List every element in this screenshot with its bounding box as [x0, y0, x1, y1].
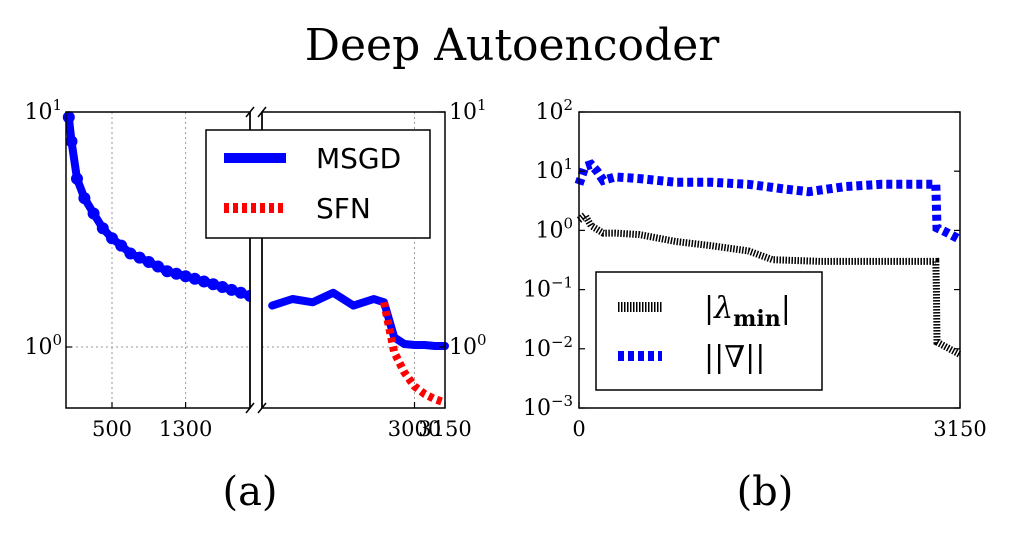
- data-point: [65, 135, 78, 148]
- data-point: [234, 286, 247, 299]
- legend-label-msgd: MSGD: [316, 142, 401, 175]
- data-point: [106, 232, 118, 245]
- y-tick-label: 10−1: [523, 274, 573, 303]
- y-tick-label: 101: [535, 155, 573, 184]
- y-tick-label: 100: [449, 331, 487, 360]
- data-point: [225, 283, 238, 296]
- x-tick-label: 3000: [388, 417, 441, 441]
- series-msgd-line: [268, 288, 449, 350]
- data-point: [115, 239, 128, 252]
- figure-title: Deep Autoencoder: [305, 20, 721, 71]
- series-layer: [62, 111, 449, 407]
- y-tick-label: 101: [24, 96, 62, 125]
- data-point: [142, 256, 155, 268]
- y-tick-label: 101: [449, 96, 487, 125]
- axes-frame: [578, 111, 961, 409]
- data-point: [62, 111, 75, 124]
- data-point: [87, 207, 100, 220]
- data-point: [133, 251, 146, 264]
- panel-b-label: (b): [737, 469, 794, 515]
- axes-frame-rect: [578, 111, 961, 409]
- legend-label-grad-norm: ||∇||: [704, 340, 765, 375]
- y-tick-label: 100: [24, 331, 62, 360]
- x-tick-label: 3150: [418, 417, 471, 441]
- y-tick-label: 10−3: [523, 392, 573, 421]
- data-point: [179, 270, 192, 283]
- panel-a-label: (a): [222, 469, 277, 515]
- y-tick-label: 10−2: [523, 333, 573, 362]
- y-tick-label: 100: [535, 214, 573, 243]
- legend: MSGD SFN: [205, 129, 431, 239]
- x-tick-label: 3150: [933, 417, 986, 441]
- series-sfn-line: [380, 301, 447, 407]
- x-tick-label: 500: [92, 417, 132, 441]
- data-point: [78, 192, 91, 205]
- x-tick-label: 1300: [159, 417, 212, 441]
- x-tick-label: 0: [572, 417, 585, 441]
- data-point: [124, 247, 137, 260]
- panel-b: 0 3150 102 101 100 10−1 10−2 10−3 |λmin| ||∇||: [523, 96, 987, 441]
- data-point: [161, 265, 174, 278]
- y-tick-label: 102: [535, 96, 573, 125]
- legend-box: [595, 271, 823, 391]
- data-point: [96, 222, 109, 235]
- data-point: [188, 272, 201, 285]
- data-point: [152, 260, 164, 273]
- data-point: [71, 172, 83, 185]
- series-grad-norm-line: [574, 159, 963, 244]
- data-point: [170, 267, 183, 280]
- series-layer: [574, 159, 963, 358]
- axes-frame: [65, 106, 446, 414]
- legend-label-lambda-min: |λmin|: [704, 291, 791, 332]
- legend-box: [205, 129, 431, 239]
- axis-break-gap: [251, 110, 261, 410]
- tick-labels: 0 3150 102 101 100 10−1 10−2 10−3: [523, 96, 987, 441]
- data-point: [216, 281, 229, 293]
- data-point: [207, 278, 220, 291]
- legend-label-sfn: SFN: [316, 192, 371, 225]
- data-point: [198, 275, 210, 288]
- legend: |λmin| ||∇||: [595, 271, 823, 391]
